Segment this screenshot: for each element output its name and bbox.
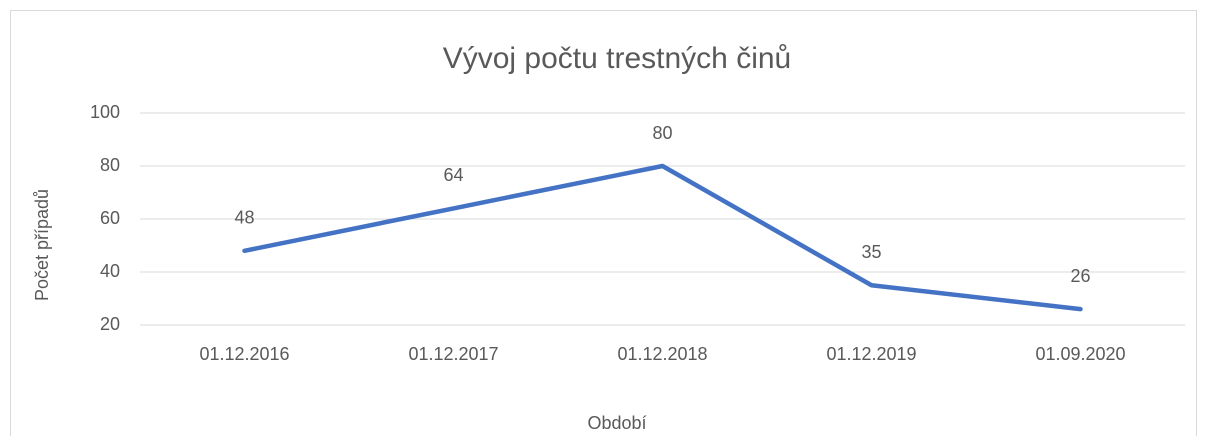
data-label: 80 [652, 123, 672, 143]
y-tick-label: 60 [100, 208, 120, 228]
y-tick-label: 80 [100, 155, 120, 175]
chart-title: Vývoj počtu trestných činů [443, 42, 792, 75]
y-tick-label: 100 [90, 102, 120, 122]
data-label: 64 [443, 165, 463, 185]
data-label: 35 [861, 242, 881, 262]
x-axis-label: Období [587, 413, 646, 433]
data-label: 48 [234, 208, 254, 228]
x-tick-label: 01.12.2018 [617, 344, 707, 364]
y-tick-label: 40 [100, 261, 120, 281]
chart-border [10, 10, 1197, 436]
x-tick-label: 01.12.2019 [826, 344, 916, 364]
data-label: 26 [1070, 266, 1090, 286]
x-tick-label: 01.12.2016 [199, 344, 289, 364]
y-tick-label: 20 [100, 314, 120, 334]
data-line [242, 163, 1083, 312]
x-tick-label: 01.12.2017 [408, 344, 498, 364]
x-tick-label: 01.09.2020 [1035, 344, 1125, 364]
y-axis-label: Počet případů [32, 189, 52, 301]
